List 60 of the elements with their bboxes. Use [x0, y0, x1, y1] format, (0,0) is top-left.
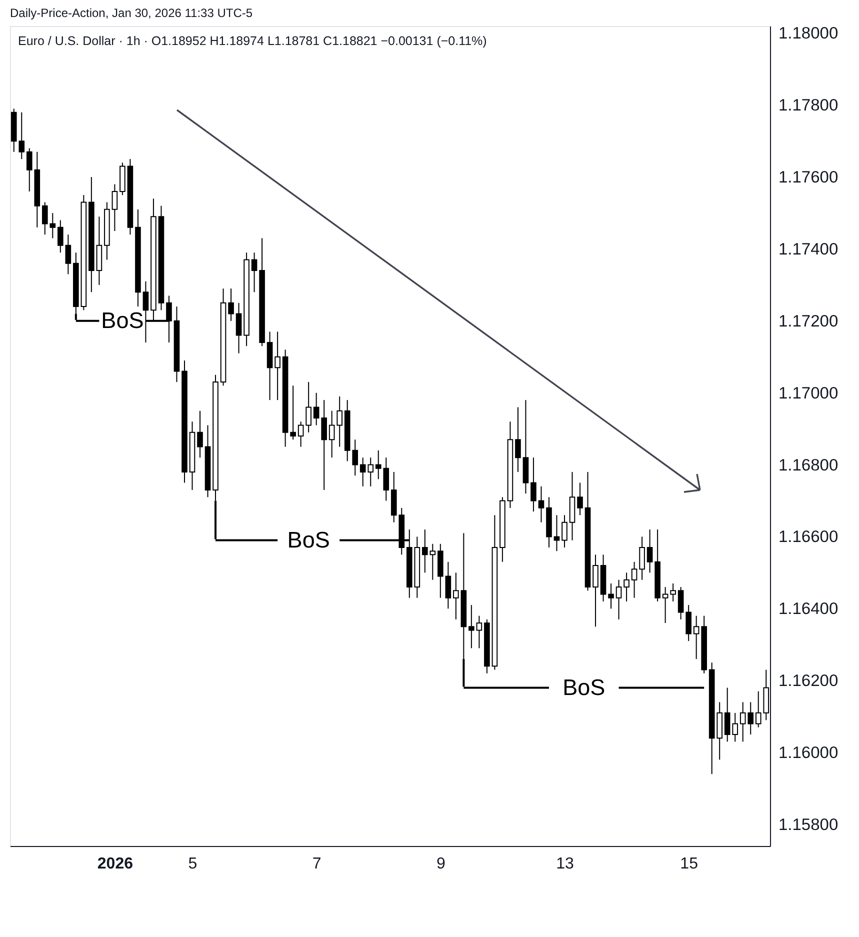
candlestick — [631, 561, 638, 598]
candlestick — [453, 572, 459, 620]
x-tick-label: 13 — [556, 856, 574, 872]
candlestick — [686, 604, 692, 642]
y-tick-label: 1.16800 — [778, 456, 838, 474]
candlestick — [624, 572, 630, 602]
text: Euro / U.S. Dollar · 1h · O1.18952 H1.18974 L1.18781 C1.18821 −0.00131 (−0.11%) — [18, 34, 487, 48]
y-tick-label: 1.16000 — [778, 744, 838, 762]
candlestick — [616, 579, 622, 620]
candlestick — [65, 234, 72, 275]
x-tick-label: 15 — [680, 856, 698, 872]
candlestick — [236, 302, 242, 354]
y-tick-label: 1.16600 — [778, 528, 838, 546]
candlestick — [298, 421, 304, 448]
y-tick-label: 1.17200 — [778, 312, 838, 330]
candlestick — [274, 331, 280, 401]
y-tick-label: 1.17800 — [778, 96, 838, 115]
candlestick — [608, 582, 614, 610]
candlestick — [538, 486, 544, 523]
candlestick — [306, 382, 312, 433]
candlestick — [476, 615, 482, 649]
chart-subtitle: Daily-Price-Action, Jan 30, 2026 11:33 UTC-5 — [10, 6, 253, 20]
candlestick — [336, 396, 342, 448]
candlestick — [251, 252, 258, 293]
x-tick-label: 5 — [188, 856, 198, 872]
y-tick-label: 1.16400 — [778, 600, 838, 618]
candlestick — [646, 529, 653, 574]
legend-label: BoS — [101, 308, 144, 333]
y-tick-label: 1.15800 — [778, 816, 838, 834]
candlestick — [562, 514, 568, 548]
series-label: BoS — [287, 527, 330, 552]
candlestick — [197, 410, 203, 458]
candlestick — [468, 604, 474, 649]
candlestick — [515, 406, 521, 472]
y-tick-label: 1.17000 — [778, 384, 838, 402]
candlestick — [554, 514, 560, 552]
x-tick-label: 7 — [312, 856, 322, 872]
candlestick — [670, 582, 676, 602]
candlestick — [228, 288, 234, 322]
candlestick — [321, 400, 327, 490]
series-label: BoS — [562, 674, 606, 700]
candlestick — [662, 586, 668, 624]
y-tick-label: 1.17600 — [778, 168, 838, 187]
candlestick — [313, 392, 320, 426]
y-tick-label: 1.18000 — [778, 24, 838, 43]
candlestick — [445, 561, 452, 610]
candlestick — [577, 482, 583, 516]
candlestick — [290, 385, 296, 440]
candlestick — [530, 457, 536, 512]
x-tick-label: 2026 — [97, 856, 134, 872]
candlestick — [693, 615, 700, 660]
candlestick — [328, 410, 335, 458]
candlestick — [112, 184, 118, 232]
y-tick-label: 1.16200 — [778, 672, 838, 690]
y-tick-label: 1.17400 — [778, 240, 838, 258]
candlestick — [58, 220, 64, 254]
candlestick — [678, 586, 684, 620]
candlestick — [639, 536, 645, 580]
candlestick — [592, 554, 598, 628]
x-tick-label: 9 — [436, 856, 446, 872]
